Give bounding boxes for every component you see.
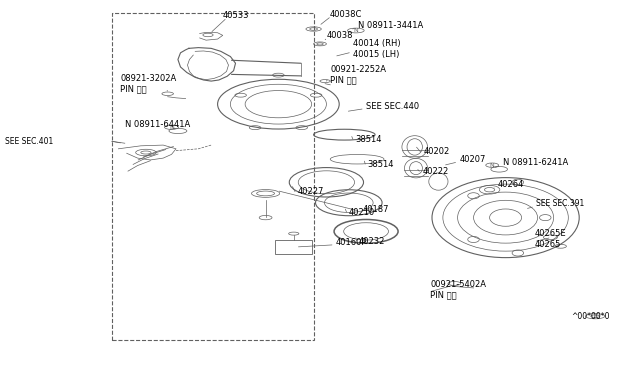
- Text: SEE SEC.401: SEE SEC.401: [5, 137, 53, 146]
- Text: 40038C: 40038C: [330, 10, 362, 19]
- Text: N: N: [169, 125, 174, 130]
- Text: 40207: 40207: [460, 155, 486, 164]
- Text: 40265E
40265: 40265E 40265: [535, 229, 566, 248]
- Text: 38514: 38514: [367, 160, 394, 169]
- Text: 40187: 40187: [362, 205, 388, 214]
- Text: N 08911-6241A: N 08911-6241A: [503, 158, 568, 167]
- Text: 40202: 40202: [424, 147, 450, 156]
- Text: 08921-3202A
PIN ビン: 08921-3202A PIN ビン: [120, 74, 177, 93]
- Text: 40038: 40038: [326, 31, 353, 40]
- Text: 40264: 40264: [498, 180, 524, 189]
- Text: N 08911-3441A: N 08911-3441A: [358, 21, 424, 30]
- Text: 00921-2252A
PIN ビン: 00921-2252A PIN ビン: [330, 65, 387, 85]
- Text: ^00*00*0: ^00*00*0: [572, 312, 610, 321]
- Text: N: N: [490, 163, 495, 168]
- Text: SEE SEC.440: SEE SEC.440: [366, 102, 419, 110]
- Text: 40227: 40227: [298, 187, 324, 196]
- Text: N 08911-6441A: N 08911-6441A: [125, 120, 191, 129]
- Text: 40533: 40533: [223, 11, 249, 20]
- Text: N: N: [353, 28, 358, 33]
- Text: 38514: 38514: [355, 135, 381, 144]
- Text: 40222: 40222: [422, 167, 449, 176]
- Text: 40160P: 40160P: [336, 238, 367, 247]
- Text: SEE SEC.391: SEE SEC.391: [536, 199, 584, 208]
- Text: 40014 (RH)
40015 (LH): 40014 (RH) 40015 (LH): [353, 39, 401, 59]
- Text: 40210: 40210: [349, 208, 375, 217]
- Text: 40232: 40232: [358, 237, 385, 246]
- Text: 00921-5402A
PIN ビン: 00921-5402A PIN ビン: [430, 280, 486, 299]
